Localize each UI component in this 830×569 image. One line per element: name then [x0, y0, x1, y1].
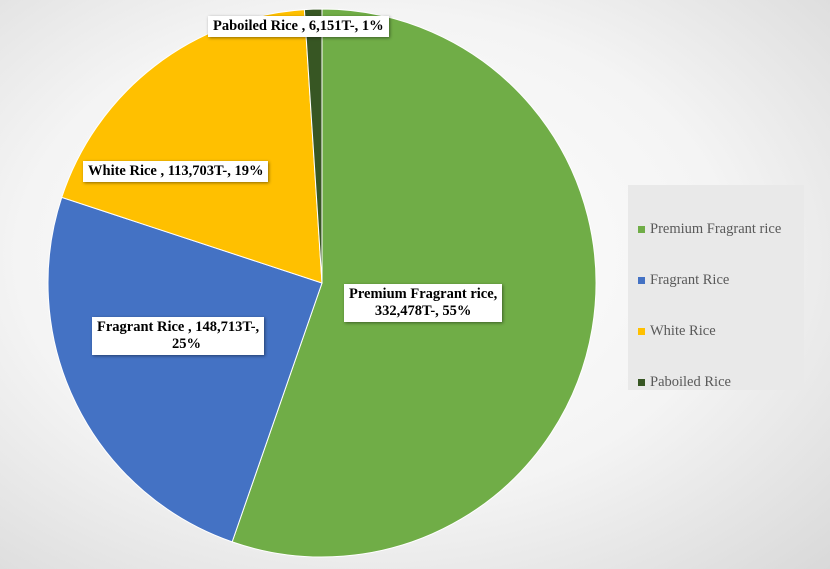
legend-swatch [638, 277, 645, 284]
legend-item-paboiled: Paboiled Rice [628, 357, 804, 408]
legend-label: White Rice [650, 323, 716, 339]
data-label-fragrant-line1: Fragrant Rice , 148,713T-, [97, 319, 260, 335]
legend-label: Fragrant Rice [650, 272, 730, 288]
legend: Premium Fragrant rice Fragrant Rice Whit… [628, 185, 804, 390]
legend-item-premium-fragrant: Premium Fragrant rice [628, 204, 804, 255]
pie-slice-premium-fragrant-rice [231, 8, 597, 558]
data-label-fragrant: Fragrant Rice , 148,713T-, 25% [92, 317, 265, 355]
data-label-premium-fragrant-line1: Premium Fragrant rice, [349, 286, 498, 302]
data-label-white-line1: White Rice , 113,703T-, 19% [88, 163, 264, 179]
legend-swatch [638, 379, 645, 386]
data-label-paboiled-line1: Paboiled Rice , 6,151T-, 1% [213, 18, 384, 34]
pie-slice-fragrant-rice [47, 196, 323, 543]
data-label-fragrant-line2: 25% [172, 336, 201, 352]
data-label-premium-fragrant: Premium Fragrant rice, 332,478T-, 55% [344, 284, 503, 322]
legend-label: Premium Fragrant rice [650, 221, 782, 237]
data-label-premium-fragrant-line2: 332,478T-, 55% [374, 303, 472, 319]
legend-swatch [638, 226, 645, 233]
legend-swatch [638, 328, 645, 335]
pie-slice-paboiled-rice [303, 8, 323, 284]
data-label-white: White Rice , 113,703T-, 19% [83, 161, 269, 182]
data-label-paboiled: Paboiled Rice , 6,151T-, 1% [208, 16, 389, 37]
legend-item-fragrant: Fragrant Rice [628, 255, 804, 306]
legend-item-white: White Rice [628, 306, 804, 357]
pie-slice-white-rice [61, 9, 323, 284]
legend-label: Paboiled Rice [650, 374, 731, 390]
